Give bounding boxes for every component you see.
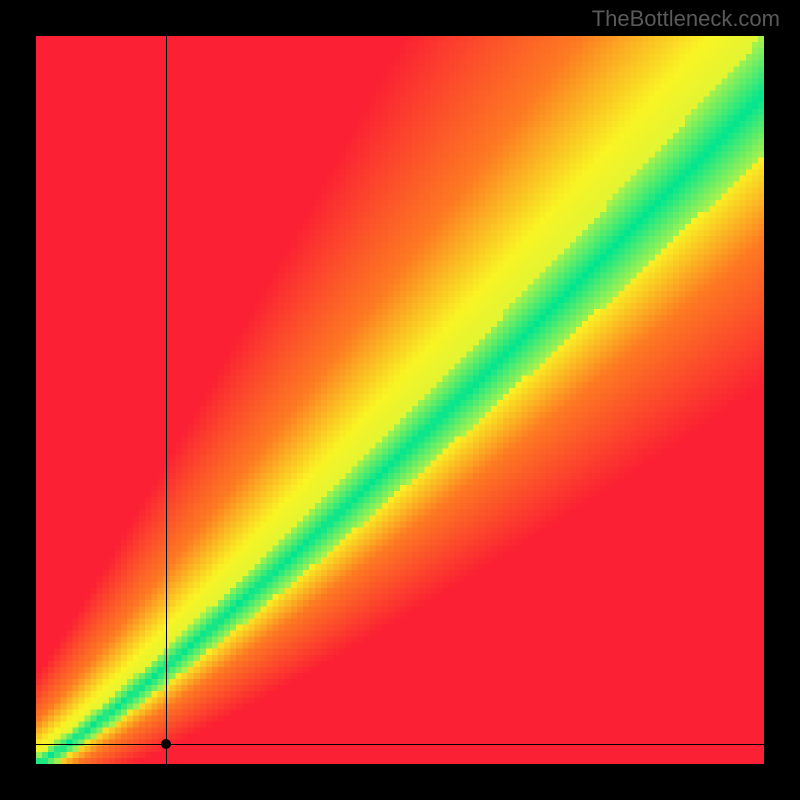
heatmap-canvas [36,36,764,764]
watermark-text: TheBottleneck.com [592,6,780,32]
crosshair-horizontal [36,744,764,745]
crosshair-marker [161,739,171,749]
crosshair-vertical [166,36,167,764]
heatmap-plot [36,36,764,764]
